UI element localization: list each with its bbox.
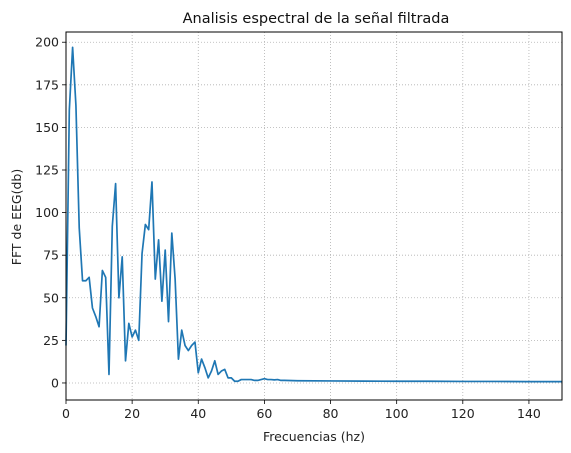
y-tick-label: 75	[43, 248, 59, 263]
x-axis-title: Frecuencias (hz)	[263, 429, 365, 444]
chart-title: Analisis espectral de la señal filtrada	[183, 11, 450, 27]
x-tick-label: 60	[256, 406, 272, 421]
x-tick-label: 0	[62, 406, 70, 421]
y-tick-label: 150	[35, 120, 59, 135]
y-tick-label: 200	[35, 35, 59, 50]
axis-ticks: 0 20 40 60 80 100 120 140 0 25 50 75 100 125 150 175 200	[35, 35, 541, 421]
plot-frame	[65, 31, 563, 401]
x-tick-label: 20	[124, 406, 140, 421]
y-tick-label: 0	[51, 375, 59, 390]
x-tick-label: 40	[190, 406, 206, 421]
x-tick-label: 140	[517, 406, 541, 421]
y-tick-label: 125	[35, 163, 59, 178]
x-tick-label: 80	[323, 406, 339, 421]
grid	[65, 32, 562, 400]
y-tick-label: 100	[35, 205, 59, 220]
y-axis-title: FFT de EEG(db)	[9, 169, 24, 265]
x-tick-label: 100	[385, 406, 409, 421]
y-tick-label: 25	[43, 333, 59, 348]
series-line	[65, 46, 562, 383]
y-tick-label: 50	[43, 290, 59, 305]
x-tick-label: 120	[451, 406, 475, 421]
y-tick-label: 175	[35, 77, 59, 92]
